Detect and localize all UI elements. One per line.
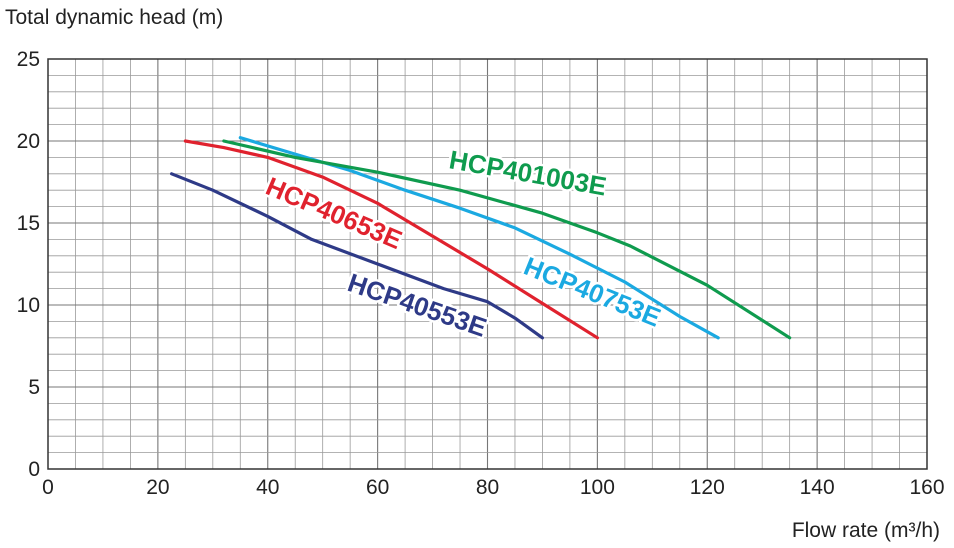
- series-line-hcp401003e: [222, 139, 792, 340]
- y-tick-label: 25: [17, 48, 40, 71]
- x-tick-label: 20: [146, 476, 169, 499]
- y-tick-labels: 0 5 10 15 20 25: [17, 48, 40, 481]
- y-tick-label: 20: [17, 130, 40, 153]
- y-tick-label: 5: [28, 376, 40, 399]
- y-tick-label: 15: [17, 212, 40, 235]
- x-tick-label: 100: [580, 476, 615, 499]
- series-line-hcp40553e: [170, 172, 544, 340]
- grid: [48, 59, 927, 469]
- series-lines: [170, 136, 792, 340]
- x-tick-label: 80: [476, 476, 499, 499]
- x-tick-label: 120: [690, 476, 725, 499]
- y-tick-label: 10: [17, 294, 40, 317]
- x-axis-title: Flow rate (m³/h): [792, 519, 940, 542]
- x-tick-label: 60: [366, 476, 389, 499]
- series-line-hcp40653e: [183, 139, 599, 340]
- x-tick-label: 140: [800, 476, 835, 499]
- x-tick-labels: 0 20 40 60 80 100 120 140 160: [42, 476, 944, 499]
- x-tick-label: 0: [42, 476, 54, 499]
- x-tick-label: 160: [909, 476, 944, 499]
- y-tick-label: 0: [28, 458, 40, 481]
- x-tick-label: 40: [256, 476, 279, 499]
- plot-frame: [47, 58, 928, 470]
- y-axis-title: Total dynamic head (m): [5, 6, 223, 29]
